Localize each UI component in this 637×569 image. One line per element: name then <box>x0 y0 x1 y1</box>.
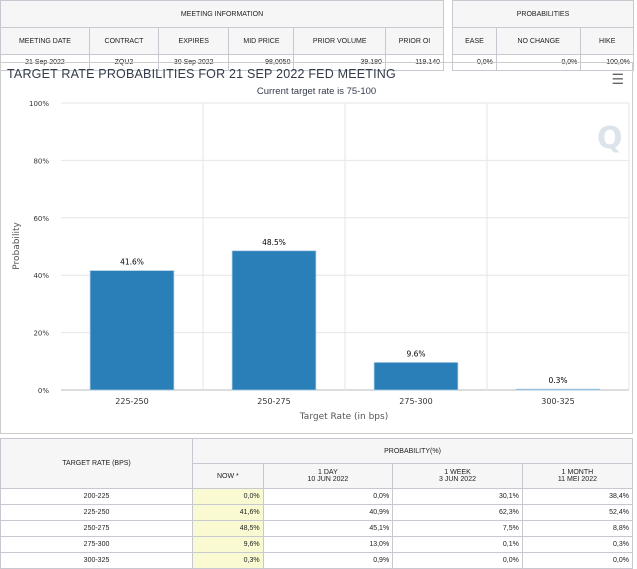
bar-chart: Q 0% 20% 40% 60% 80% 100% 41.6% 225-250 48.5% 250… <box>12 100 630 422</box>
probability-header: PROBABILITY(%) <box>192 438 633 464</box>
prob-cell: 38,4% <box>521 488 634 505</box>
col-period-1: 1 DAY 10 JUN 2022 <box>262 463 394 489</box>
prob-cell: 30,1% <box>392 488 523 505</box>
col-date: 10 JUN 2022 <box>307 476 349 483</box>
col-contract: CONTRACT <box>88 27 160 55</box>
y-tick-label: 100% <box>29 100 49 108</box>
col-period-2: 1 WEEK 3 JUN 2022 <box>392 463 523 489</box>
data-label: 48.5% <box>262 238 286 247</box>
col-ease: EASE <box>452 27 497 55</box>
col-no-change: NO CHANGE <box>495 27 582 55</box>
x-tick-label: 250-275 <box>257 397 290 406</box>
rate-cell: 300-325 <box>0 552 194 569</box>
chart-title: TARGET RATE PROBABILITIES FOR 21 SEP 202… <box>7 67 396 81</box>
meeting-information-table: MEETING INFORMATION MEETING DATE CONTRAC… <box>0 0 445 71</box>
prob-cell: 0,0% <box>262 488 394 505</box>
watermark-logo-icon: Q <box>597 121 623 156</box>
rate-cell: 275-300 <box>0 536 194 553</box>
prob-cell: 45,1% <box>262 520 394 537</box>
prob-cell: 9,6% <box>192 536 264 553</box>
prob-cell: 13,0% <box>262 536 394 553</box>
prob-cell: 0,3% <box>521 536 634 553</box>
y-tick-label: 20% <box>33 330 49 338</box>
col-prior-oi: PRIOR OI <box>384 27 445 55</box>
prob-cell: 48,5% <box>192 520 264 537</box>
col-mid-price: MID PRICE <box>228 27 295 55</box>
table-row: 200-225 0,0% 0,0% 30,1% 38,4% <box>0 488 634 505</box>
prob-cell: 0,1% <box>392 536 523 553</box>
y-tick-label: 60% <box>33 215 49 223</box>
target-rate-header: TARGET RATE (BPS) <box>0 438 194 489</box>
chart-subtitle: Current target rate is 75-100 <box>256 86 377 97</box>
prob-cell: 0,3% <box>192 552 264 569</box>
col-period-3: 1 MONTH 11 MEI 2022 <box>521 463 634 489</box>
col-prior-volume: PRIOR VOLUME <box>293 27 386 55</box>
y-tick-label: 80% <box>33 157 49 165</box>
probabilities-table: PROBABILITIES EASE NO CHANGE HIKE 0,0% 0… <box>452 0 634 71</box>
y-tick-label: 0% <box>38 387 49 395</box>
table-row: 250-275 48,5% 45,1% 7,5% 8,8% <box>0 520 634 537</box>
table-row: 225-250 41,6% 40,9% 62,3% 52,4% <box>0 504 634 521</box>
y-tick-label: 40% <box>33 272 49 280</box>
rate-cell: 200-225 <box>0 488 194 505</box>
probability-history-table: TARGET RATE (BPS) PROBABILITY(%) NOW * 1 … <box>0 438 634 569</box>
col-expires: EXPIRES <box>158 27 230 55</box>
col-period-0: NOW * <box>192 463 264 489</box>
col-label: 1 DAY <box>318 469 338 476</box>
col-date: 3 JUN 2022 <box>439 476 476 483</box>
bar-275-300[interactable] <box>373 362 459 391</box>
col-label: 1 MONTH <box>561 469 594 476</box>
table-row: 275-300 9,6% 13,0% 0,1% 0,3% <box>0 536 634 553</box>
col-label: 1 WEEK <box>444 469 471 476</box>
x-tick-label: 275-300 <box>399 397 432 406</box>
prob-cell: 0,0% <box>521 552 634 569</box>
col-date: 11 MEI 2022 <box>557 476 597 483</box>
probabilities-title: PROBABILITIES <box>452 0 634 28</box>
col-meeting-date: MEETING DATE <box>0 27 90 55</box>
data-label: 0.3% <box>548 376 567 385</box>
data-label: 41.6% <box>120 258 144 267</box>
prob-cell: 0,0% <box>392 552 523 569</box>
meeting-info-title: MEETING INFORMATION <box>0 0 444 28</box>
prob-cell: 7,5% <box>392 520 523 537</box>
x-tick-label: 225-250 <box>115 397 148 406</box>
bar-225-250[interactable] <box>89 270 175 391</box>
prob-cell: 0,0% <box>192 488 264 505</box>
table-row: 300-325 0,3% 0,9% 0,0% 0,0% <box>0 552 634 569</box>
col-hike: HIKE <box>580 27 634 55</box>
bar-300-325[interactable] <box>515 388 601 391</box>
rate-cell: 250-275 <box>0 520 194 537</box>
bar-250-275[interactable] <box>231 250 317 391</box>
rate-cell: 225-250 <box>0 504 194 521</box>
x-tick-label: 300-325 <box>541 397 574 406</box>
col-label: NOW * <box>216 472 239 480</box>
prob-cell: 0,9% <box>262 552 394 569</box>
chart-panel: TARGET RATE PROBABILITIES FOR 21 SEP 202… <box>0 62 633 434</box>
prob-cell: 52,4% <box>521 504 634 521</box>
y-axis-label: Probability <box>12 222 22 270</box>
x-axis-label: Target Rate (in bps) <box>299 412 388 422</box>
prob-cell: 62,3% <box>392 504 523 521</box>
hamburger-icon[interactable]: ☰ <box>611 71 624 87</box>
prob-cell: 41,6% <box>192 504 264 521</box>
prob-cell: 40,9% <box>262 504 394 521</box>
data-label: 9.6% <box>406 349 425 358</box>
prob-cell: 8,8% <box>521 520 634 537</box>
